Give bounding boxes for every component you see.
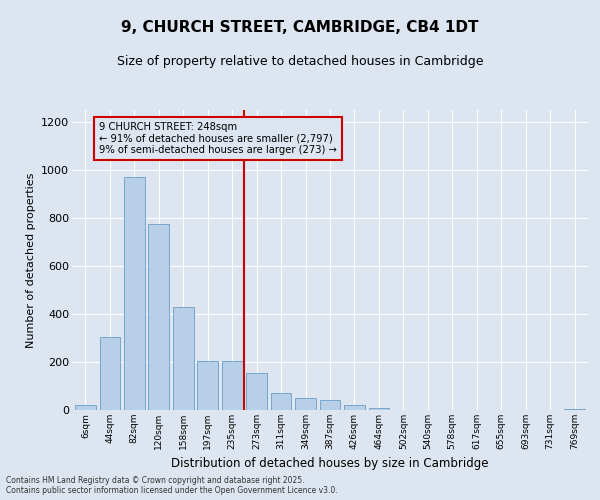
Bar (368, 408, 389, 410)
Bar (100, 337, 120, 410)
Bar (173, 307, 194, 410)
Text: Contains HM Land Registry data © Crown copyright and database right 2025.
Contai: Contains HM Land Registry data © Crown c… (6, 476, 338, 495)
Text: 9 CHURCH STREET: 248sqm
← 91% of detached houses are smaller (2,797)
9% of semi-: 9 CHURCH STREET: 248sqm ← 91% of detache… (99, 122, 337, 155)
Bar (344, 405, 365, 410)
Bar (124, 177, 145, 410)
Bar (271, 393, 292, 410)
Bar (222, 361, 242, 410)
Bar (148, 224, 169, 410)
X-axis label: Distribution of detached houses by size in Cambridge: Distribution of detached houses by size … (171, 458, 489, 470)
Y-axis label: Number of detached properties: Number of detached properties (26, 172, 35, 348)
Text: 9, CHURCH STREET, CAMBRIDGE, CB4 1DT: 9, CHURCH STREET, CAMBRIDGE, CB4 1DT (121, 20, 479, 35)
Bar (246, 373, 267, 410)
Bar (564, 409, 585, 410)
Bar (320, 400, 340, 410)
Bar (75, 405, 96, 410)
Bar (295, 398, 316, 410)
Text: Size of property relative to detached houses in Cambridge: Size of property relative to detached ho… (117, 55, 483, 68)
Bar (197, 361, 218, 410)
